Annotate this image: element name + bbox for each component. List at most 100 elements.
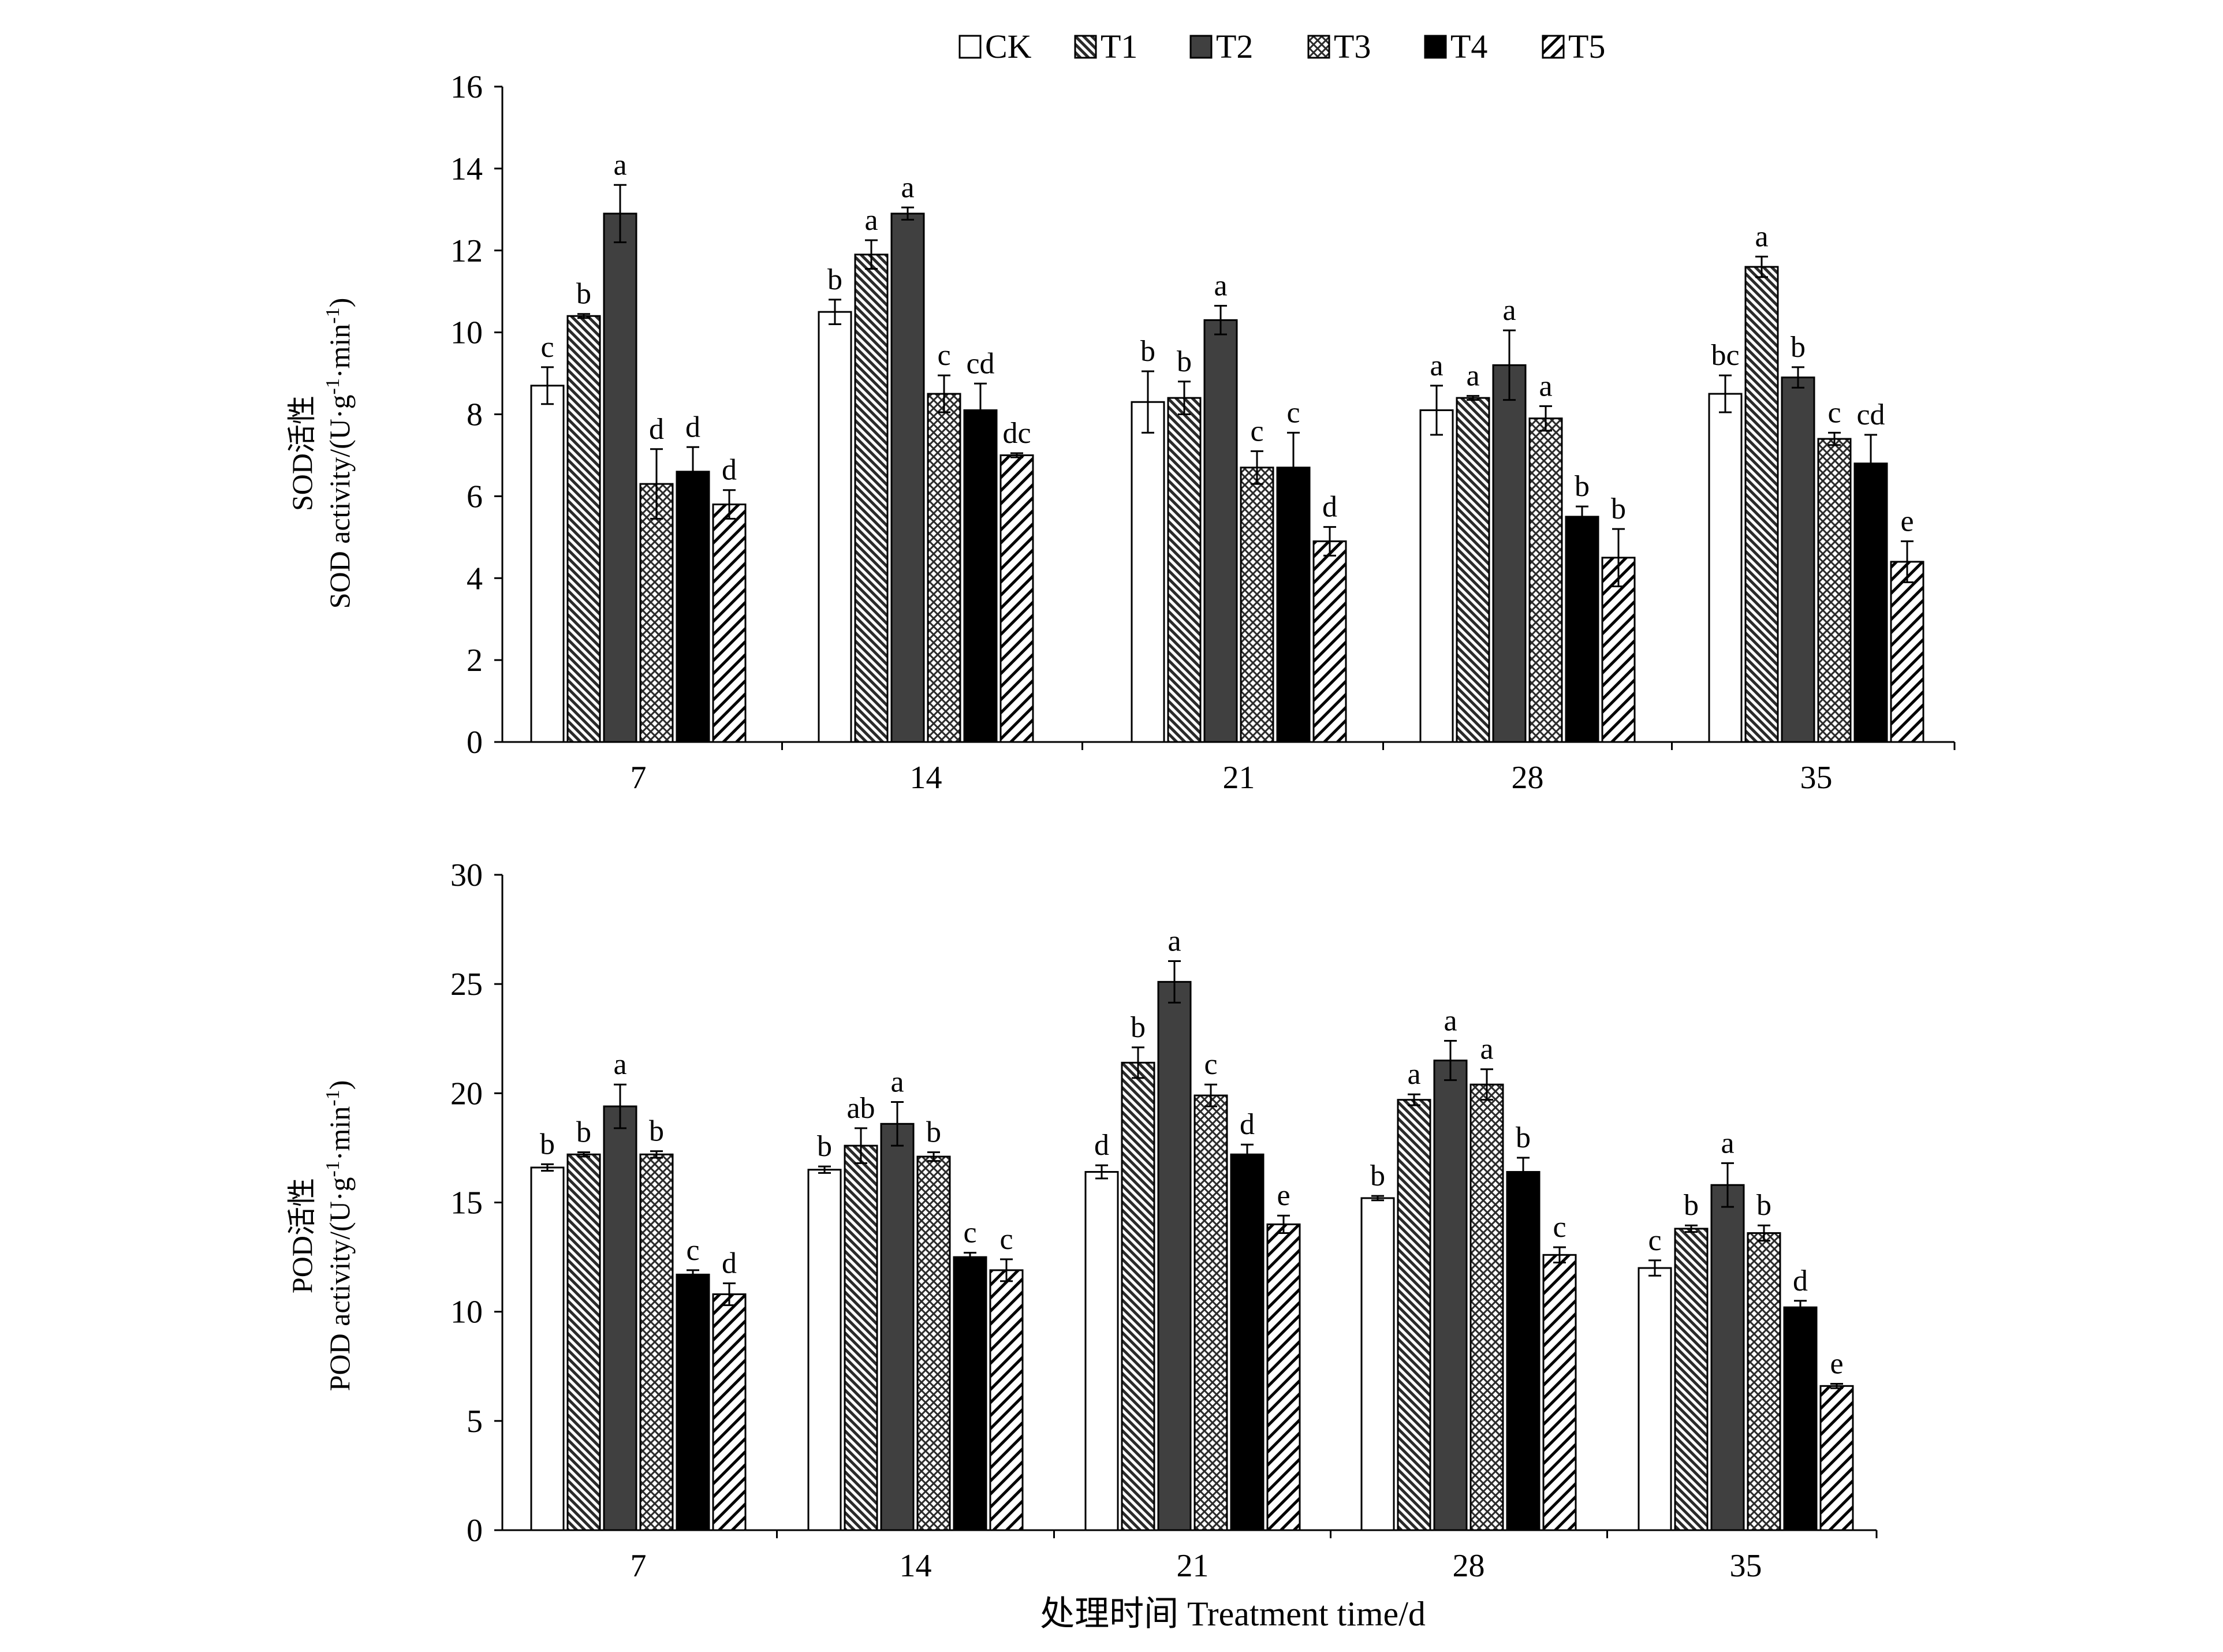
sod-bar-t3-21	[1240, 467, 1274, 743]
pod-bar-t1-28	[1397, 1099, 1431, 1531]
sod-significance-letter: a	[1755, 220, 1768, 253]
sod-bar-t3-35	[1817, 438, 1852, 743]
pod-y-tick-label: 10	[450, 1295, 483, 1330]
legend-swatch-t3	[1307, 35, 1330, 59]
pod-bar-ck-21	[1084, 1171, 1119, 1531]
pod-significance-letter: b	[1131, 1011, 1146, 1044]
pod-bar-t3-28	[1469, 1083, 1504, 1531]
sod-significance-letter: a	[1214, 270, 1227, 303]
legend-swatch-t1	[1074, 35, 1097, 59]
sod-significance-letter: a	[1466, 360, 1479, 393]
pod-significance-letter: a	[1444, 1005, 1457, 1038]
pod-ylabel-cn: POD活性	[286, 1178, 318, 1293]
sod-bar-t1-14	[854, 253, 889, 743]
pod-bar-t2-28	[1433, 1060, 1468, 1531]
sod-significance-letter: b	[827, 263, 842, 296]
sod-bar-t2-7	[603, 212, 637, 743]
legend-label-t3: T3	[1334, 28, 1371, 65]
sod-y-tick-label: 14	[450, 151, 483, 187]
sod-ylabel-en: SOD activity/(U·g-1·min-1)	[322, 298, 356, 609]
sod-bar-t4-7	[676, 471, 710, 743]
pod-significance-letter: a	[1168, 924, 1181, 957]
pod-bar-t3-35	[1747, 1232, 1781, 1531]
pod-bar-t5-7	[712, 1293, 747, 1531]
pod-significance-letter: d	[1094, 1129, 1109, 1162]
pod-significance-letter: c	[1553, 1211, 1566, 1244]
pod-bar-ck-35	[1638, 1267, 1672, 1531]
pod-ylabel: POD活性 POD activity/(U·g-1·min-1)	[286, 1080, 356, 1392]
legend-swatch-t4	[1424, 35, 1447, 59]
sod-bar-ck-28	[1419, 409, 1454, 743]
pod-significance-letter: e	[1277, 1179, 1290, 1212]
pod-category-label-14: 14	[900, 1548, 932, 1584]
pod-significance-letter: a	[890, 1065, 904, 1098]
pod-bar-t3-21	[1193, 1094, 1228, 1531]
pod-y-tick-label: 20	[450, 1076, 483, 1112]
sod-significance-letter: a	[901, 171, 914, 204]
pod-bar-t2-35	[1710, 1184, 1745, 1531]
legend-label-t4: T4	[1450, 28, 1487, 65]
sod-significance-letter: d	[722, 454, 737, 487]
sod-bar-t2-21	[1203, 319, 1238, 743]
pod-category-label-21: 21	[1177, 1548, 1209, 1584]
pod-y-tick-label: 5	[467, 1404, 483, 1440]
pod-significance-letter: a	[613, 1048, 626, 1081]
pod-bar-t4-21	[1230, 1153, 1265, 1531]
sod-category-label-21: 21	[1223, 760, 1255, 796]
pod-bar-t5-14	[989, 1269, 1024, 1531]
pod-bar-ck-14	[807, 1169, 842, 1531]
sod-y-tick-label: 6	[467, 479, 483, 514]
pod-significance-letter: d	[722, 1247, 737, 1280]
pod-bar-t4-14	[953, 1256, 987, 1531]
pod-significance-letter: b	[1684, 1189, 1699, 1222]
pod-bar-t1-14	[844, 1144, 878, 1531]
sod-bar-t1-21	[1167, 397, 1202, 743]
sod-bar-t4-28	[1565, 516, 1599, 743]
pod-y-tick-label: 0	[467, 1513, 483, 1549]
sod-significance-letter: bc	[1711, 339, 1739, 372]
legend-label-t5: T5	[1568, 28, 1605, 65]
pod-bar-t5-28	[1542, 1254, 1577, 1531]
sod-category-label-14: 14	[910, 760, 942, 796]
pod-significance-letter: b	[1370, 1159, 1385, 1192]
sod-bar-ck-35	[1708, 393, 1743, 743]
sod-bar-t4-35	[1853, 463, 1888, 743]
sod-significance-letter: b	[1140, 335, 1155, 368]
sod-bar-t3-28	[1528, 417, 1563, 743]
sod-bar-ck-14	[818, 311, 852, 743]
sod-significance-letter: b	[1611, 493, 1626, 525]
pod-ylabel-en: POD activity/(U·g-1·min-1)	[322, 1080, 356, 1392]
legend-label-ck: CK	[985, 28, 1032, 65]
sod-ylabel: SOD活性 SOD activity/(U·g-1·min-1)	[286, 298, 356, 609]
pod-significance-letter: c	[963, 1217, 976, 1250]
sod-significance-letter: a	[1430, 349, 1443, 382]
sod-bar-ck-21	[1131, 401, 1165, 743]
sod-bar-t2-28	[1492, 364, 1527, 743]
pod-significance-letter: c	[1204, 1048, 1217, 1081]
pod-bar-t3-7	[639, 1153, 674, 1531]
sod-significance-letter: b	[1177, 345, 1192, 378]
pod-significance-letter: c	[999, 1223, 1013, 1256]
pod-y-tick-label: 30	[450, 857, 483, 893]
sod-significance-letter: b	[1791, 331, 1806, 364]
sod-significance-letter: e	[1900, 505, 1914, 538]
sod-significance-letter: c	[1827, 396, 1841, 429]
pod-significance-letter: d	[1793, 1265, 1808, 1297]
pod-category-label-7: 7	[631, 1548, 647, 1584]
sod-significance-letter: a	[613, 148, 626, 181]
sod-bar-t5-21	[1312, 540, 1347, 743]
pod-category-label-28: 28	[1453, 1548, 1485, 1584]
sod-bar-t1-35	[1744, 266, 1779, 743]
sod-significance-letter: a	[1539, 370, 1552, 402]
pod-bar-t2-14	[880, 1123, 915, 1531]
sod-category-label-28: 28	[1512, 760, 1544, 796]
sod-bar-t5-14	[999, 454, 1034, 743]
legend: CK T1 T2 T3 T4 T5	[958, 28, 1605, 65]
pod-chart: POD活性 POD activity/(U·g-1·min-1) 0 5 10 15 2…	[286, 857, 1878, 1584]
sod-y-tick-label: 4	[467, 561, 483, 596]
legend-swatch-t2	[1189, 35, 1213, 59]
pod-bar-t5-35	[1819, 1385, 1854, 1531]
sod-significance-letter: cd	[1856, 398, 1885, 431]
sod-bar-t1-7	[566, 315, 601, 743]
